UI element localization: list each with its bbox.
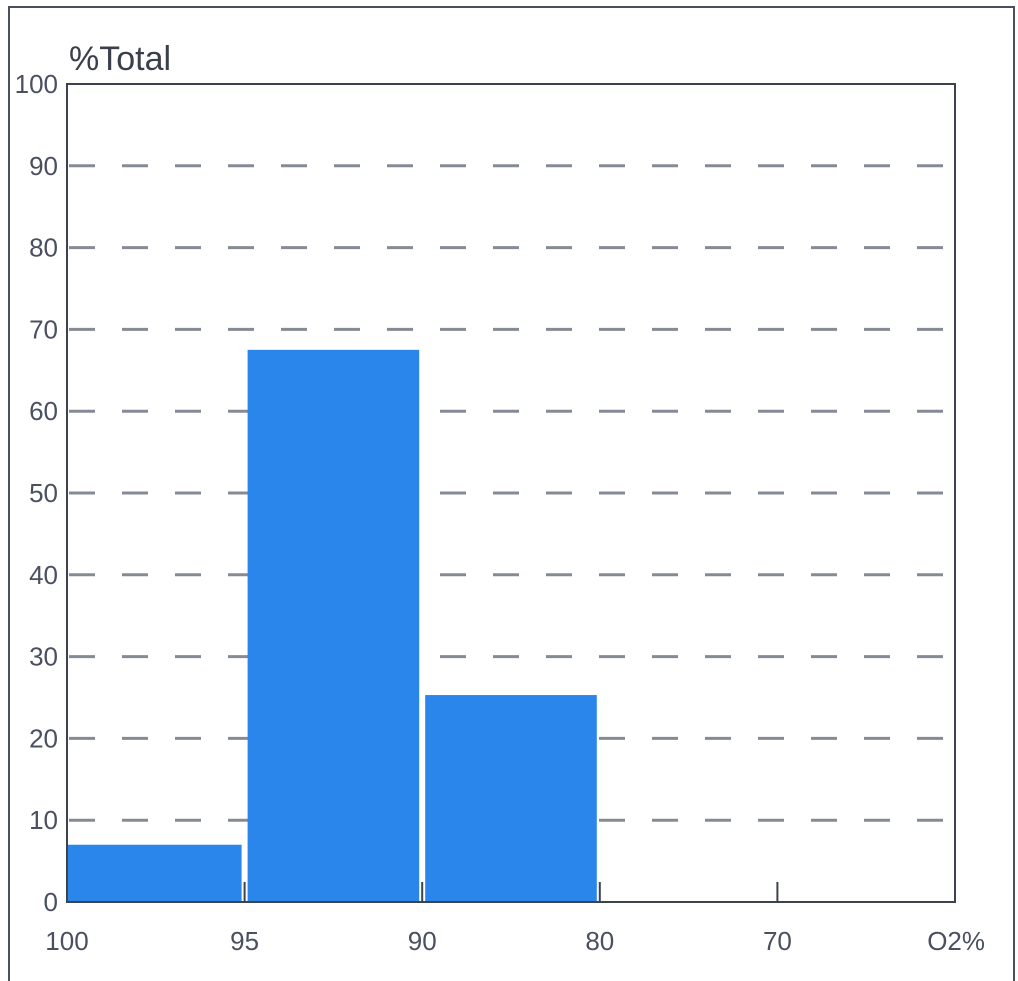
x-tick-label-4: 70 [763,926,792,956]
bar-90-80 [425,695,597,902]
y-tick-label-70: 70 [29,314,58,344]
y-tick-label-60: 60 [29,396,58,426]
y-tick-label-100: 100 [15,69,58,99]
y-tick-label-30: 30 [29,642,58,672]
y-tick-label-20: 20 [29,723,58,753]
y-tick-label-90: 90 [29,151,58,181]
x-tick-label-5: O2% [927,926,985,956]
x-tick-labels: 100 95 90 80 70 O2% [45,926,985,956]
y-tick-label-0: 0 [44,887,58,917]
y-tick-label-80: 80 [29,233,58,263]
x-tick-label-1: 95 [230,926,259,956]
y-tick-labels: 0 10 20 30 40 50 60 70 80 90 100 [15,69,58,917]
plot-area-border [66,83,956,903]
y-tick-label-10: 10 [29,805,58,835]
x-tick-label-3: 80 [585,926,614,956]
x-tick-marks [66,882,956,902]
x-tick-label-2: 90 [408,926,437,956]
x-tick-label-0: 100 [45,926,88,956]
y-tick-label-50: 50 [29,478,58,508]
chart-frame [8,6,1015,981]
bar-95-90 [247,349,420,903]
bar-100-95 [67,844,242,902]
y-axis-title: %Total [69,40,171,78]
bar-group [67,349,597,903]
y-tick-label-40: 40 [29,560,58,590]
